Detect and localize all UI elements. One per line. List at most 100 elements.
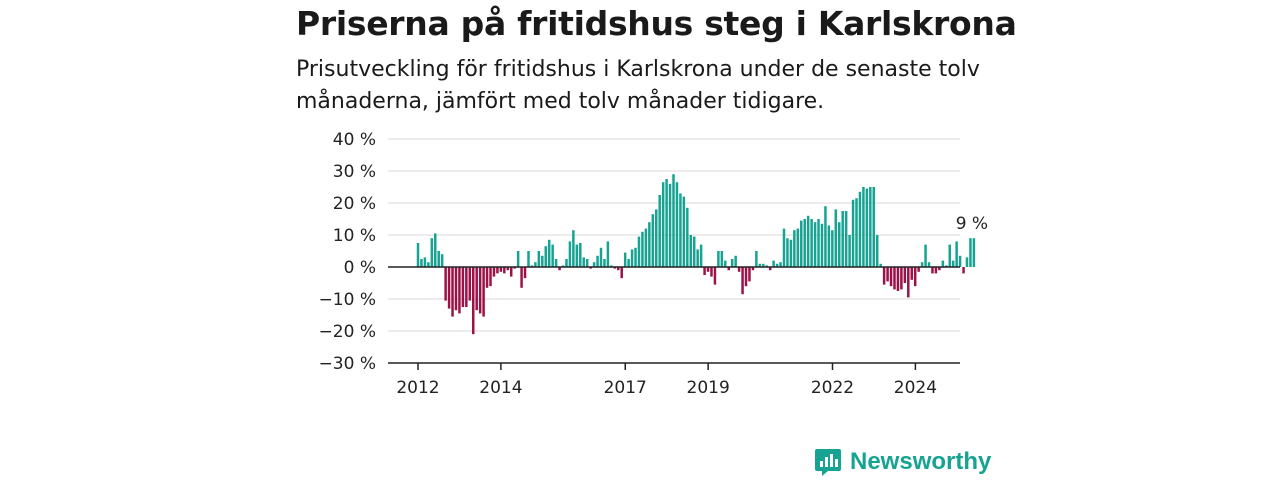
bar [447, 267, 451, 309]
bar [682, 196, 686, 267]
bar [827, 225, 831, 267]
bar [945, 265, 948, 267]
bar [793, 230, 796, 267]
y-tick-label: −20 % [319, 322, 376, 342]
bar [620, 267, 623, 279]
bar [513, 267, 516, 269]
bar [965, 257, 969, 267]
y-tick-label: −30 % [319, 354, 376, 374]
bar [834, 209, 838, 267]
bar [972, 238, 976, 267]
bar [838, 222, 841, 267]
bar [848, 235, 851, 267]
bar [672, 174, 675, 267]
bar [572, 230, 575, 267]
bar [547, 239, 551, 267]
y-tick-label: 0 % [344, 258, 376, 278]
bar [941, 260, 945, 267]
bar [741, 267, 744, 295]
bar [585, 259, 589, 267]
bar [710, 267, 713, 277]
bar [696, 249, 699, 267]
x-tick-label: 2022 [811, 378, 854, 398]
bar [509, 267, 513, 277]
bar [962, 267, 965, 274]
bar [627, 259, 630, 267]
bar [727, 267, 730, 271]
bar [934, 267, 938, 274]
last-value-label: 9 % [956, 214, 988, 234]
bar [958, 255, 962, 267]
bar [903, 267, 907, 283]
bar [851, 199, 855, 267]
bar [865, 188, 869, 267]
bar [703, 267, 706, 275]
bar [800, 220, 803, 267]
bar [606, 241, 610, 267]
bar [931, 267, 934, 274]
bar [427, 262, 430, 267]
bar [692, 236, 696, 267]
bar [537, 251, 541, 267]
bar [440, 254, 444, 267]
bar [637, 236, 641, 267]
bar [831, 230, 834, 267]
bar [599, 247, 603, 267]
bar [582, 257, 585, 267]
y-tick-label: 20 % [333, 194, 376, 214]
bar [461, 267, 465, 307]
bar [896, 267, 900, 291]
bar [803, 219, 806, 267]
bar [596, 255, 599, 267]
bar [841, 211, 844, 267]
bar [651, 214, 655, 267]
bar [734, 255, 737, 267]
bar [603, 259, 606, 267]
bar [544, 246, 547, 267]
bar [489, 267, 492, 287]
bar [765, 265, 768, 267]
bar [924, 244, 927, 267]
bar [913, 267, 917, 287]
bar [575, 244, 579, 267]
bar [699, 244, 703, 267]
bar [782, 228, 786, 267]
bar [444, 267, 447, 301]
bar [824, 206, 827, 267]
x-tick-label: 2014 [479, 378, 522, 398]
bar [523, 267, 527, 279]
bar [720, 251, 724, 267]
bar [613, 267, 617, 269]
bar [893, 267, 896, 290]
bar [554, 259, 558, 267]
bar [630, 249, 634, 267]
y-tick-label: −10 % [319, 290, 376, 310]
bar [558, 267, 561, 271]
bar [592, 262, 596, 267]
bar [420, 259, 423, 267]
bar [648, 222, 651, 267]
bar [813, 222, 817, 267]
bar [454, 267, 458, 311]
bar [713, 267, 717, 285]
bar [917, 267, 920, 272]
brand-name: Newsworthy [850, 448, 992, 475]
bar [775, 263, 779, 267]
bar [499, 267, 503, 272]
bar [758, 263, 762, 267]
bar [730, 259, 734, 267]
bar [482, 267, 485, 317]
bar [862, 187, 865, 267]
bar [717, 251, 720, 267]
bar [661, 182, 665, 267]
bar [503, 267, 506, 274]
bar [565, 259, 568, 267]
bar [437, 251, 440, 267]
bar [478, 267, 482, 314]
bar [516, 251, 520, 267]
bar [530, 265, 534, 267]
bar [485, 267, 489, 288]
bar [737, 267, 741, 272]
bar [617, 267, 620, 271]
